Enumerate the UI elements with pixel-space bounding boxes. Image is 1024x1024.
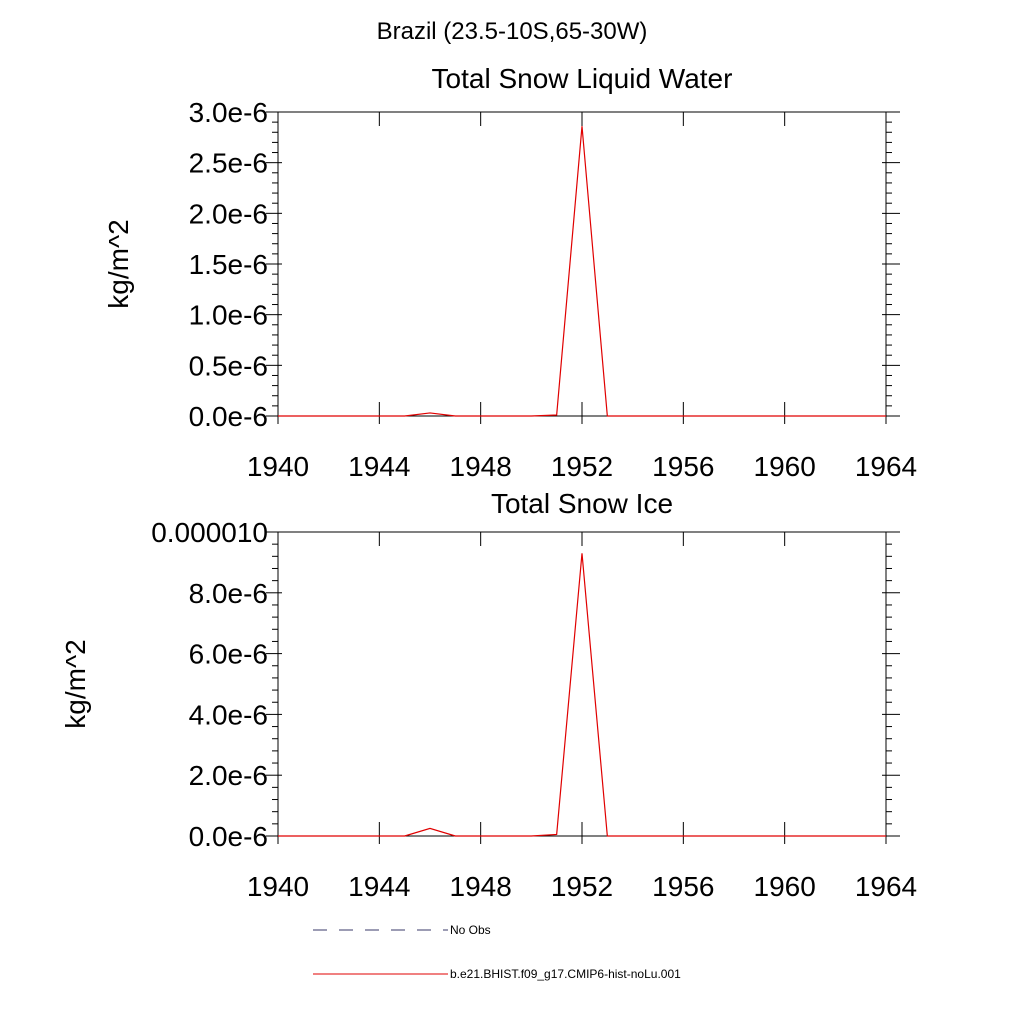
chart-panel-liquid-water: Total Snow Liquid Water kg/m^2 1940 1944 194… xyxy=(103,63,917,482)
y-tick-label: 1.5e-6 xyxy=(189,249,268,280)
y-tick-label: 0.5e-6 xyxy=(189,350,268,381)
y-tick-label: 0.0e-6 xyxy=(189,821,268,852)
y-tick-label: 0.0e-6 xyxy=(189,401,268,432)
x-tick-label: 1964 xyxy=(855,871,917,902)
legend-label-no-obs: No Obs xyxy=(450,923,491,937)
x-tick-label: 1956 xyxy=(652,451,714,482)
x-tick-label: 1956 xyxy=(652,871,714,902)
chart-panel-snow-ice: Total Snow Ice kg/m^2 1940 1944 1948 1952 1956… xyxy=(60,488,917,902)
chart-title: Total Snow Ice xyxy=(491,488,673,519)
y-tick-label: 3.0e-6 xyxy=(189,97,268,128)
x-tick-label: 1944 xyxy=(348,451,410,482)
x-tick-label: 1964 xyxy=(855,451,917,482)
y-tick-label: 2.0e-6 xyxy=(189,760,268,791)
y-tick-label: 2.5e-6 xyxy=(189,148,268,179)
plot-frame xyxy=(277,531,887,837)
y-tick-label: 0.000010 xyxy=(151,517,268,548)
y-tick-label: 1.0e-6 xyxy=(189,300,268,331)
x-tick-label: 1952 xyxy=(551,871,613,902)
x-tick-label: 1960 xyxy=(754,451,816,482)
x-tick-label: 1944 xyxy=(348,871,410,902)
x-tick-label: 1940 xyxy=(247,451,309,482)
figure-title: Brazil (23.5-10S,65-30W) xyxy=(376,18,648,45)
chart-title: Total Snow Liquid Water xyxy=(432,63,733,94)
x-tick-label: 1948 xyxy=(450,871,512,902)
y-tick-label: 2.0e-6 xyxy=(189,198,268,229)
y-axis-label: kg/m^2 xyxy=(60,639,91,728)
x-tick-label: 1940 xyxy=(247,871,309,902)
y-tick-label: 4.0e-6 xyxy=(189,699,268,730)
plot-frame xyxy=(277,111,887,417)
x-tick-label: 1948 xyxy=(450,451,512,482)
y-tick-label: 6.0e-6 xyxy=(189,639,268,670)
x-tick-label: 1952 xyxy=(551,451,613,482)
legend: No Obs b.e21.BHIST.f09_g17.CMIP6-hist-no… xyxy=(313,923,681,981)
legend-label-model-run: b.e21.BHIST.f09_g17.CMIP6-hist-noLu.001 xyxy=(450,967,681,981)
series-line-model-run xyxy=(278,553,886,837)
y-axis-label: kg/m^2 xyxy=(103,219,134,308)
x-tick-label: 1960 xyxy=(754,871,816,902)
series-line-model-run xyxy=(278,126,886,417)
y-tick-label: 8.0e-6 xyxy=(189,578,268,609)
